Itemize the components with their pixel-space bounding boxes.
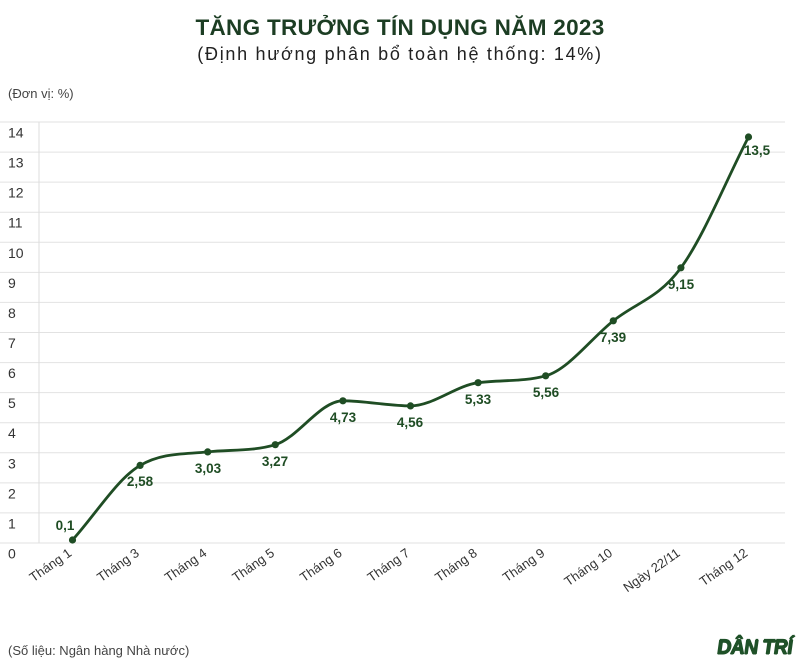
svg-text:Tháng 10: Tháng 10 [561, 545, 615, 589]
svg-text:9,15: 9,15 [668, 277, 695, 292]
svg-text:12: 12 [8, 185, 24, 201]
svg-text:Tháng 8: Tháng 8 [432, 545, 480, 585]
svg-text:5: 5 [8, 395, 16, 411]
svg-text:4,56: 4,56 [397, 415, 424, 430]
svg-text:Tháng 3: Tháng 3 [94, 545, 142, 585]
svg-text:14: 14 [8, 125, 24, 141]
svg-text:3,27: 3,27 [262, 454, 288, 469]
svg-text:3: 3 [8, 455, 16, 471]
svg-text:3,03: 3,03 [195, 461, 222, 476]
svg-text:10: 10 [8, 245, 24, 261]
svg-text:Tháng 7: Tháng 7 [365, 545, 413, 585]
svg-text:11: 11 [8, 215, 23, 231]
svg-text:7: 7 [8, 335, 16, 351]
svg-text:13,5: 13,5 [744, 143, 771, 158]
svg-text:7,39: 7,39 [600, 330, 626, 345]
svg-text:Tháng 6: Tháng 6 [297, 545, 345, 585]
svg-text:2,58: 2,58 [127, 474, 154, 489]
svg-text:4: 4 [8, 425, 16, 441]
svg-text:5,33: 5,33 [465, 392, 492, 407]
svg-text:0: 0 [8, 546, 16, 562]
svg-text:Ngày 22/11: Ngày 22/11 [620, 545, 682, 595]
svg-text:2: 2 [8, 485, 16, 501]
svg-text:13: 13 [8, 155, 24, 171]
svg-text:4,73: 4,73 [330, 410, 357, 425]
svg-text:Tháng 4: Tháng 4 [162, 545, 210, 585]
svg-text:Tháng 9: Tháng 9 [500, 545, 548, 585]
svg-text:8: 8 [8, 305, 16, 321]
svg-text:Tháng 12: Tháng 12 [697, 545, 751, 589]
svg-text:6: 6 [8, 365, 16, 381]
svg-text:5,56: 5,56 [533, 385, 560, 400]
svg-text:1: 1 [8, 515, 16, 531]
svg-text:9: 9 [8, 275, 16, 291]
svg-text:Tháng 1: Tháng 1 [27, 545, 75, 585]
svg-text:0,1: 0,1 [56, 518, 75, 533]
svg-text:Tháng 5: Tháng 5 [229, 545, 277, 585]
